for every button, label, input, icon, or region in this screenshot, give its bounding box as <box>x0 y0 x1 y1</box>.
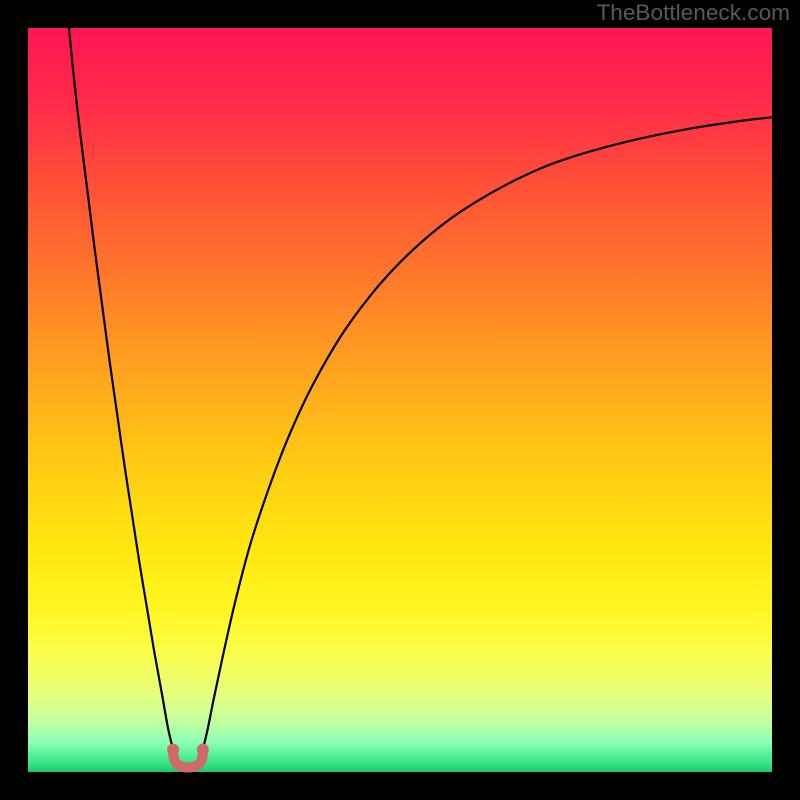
plot-background <box>28 28 772 772</box>
valley-dot-left <box>167 744 179 756</box>
watermark-text: TheBottleneck.com <box>596 0 790 25</box>
bottleneck-chart: TheBottleneck.com <box>0 0 800 800</box>
valley-dot-right <box>197 744 209 756</box>
